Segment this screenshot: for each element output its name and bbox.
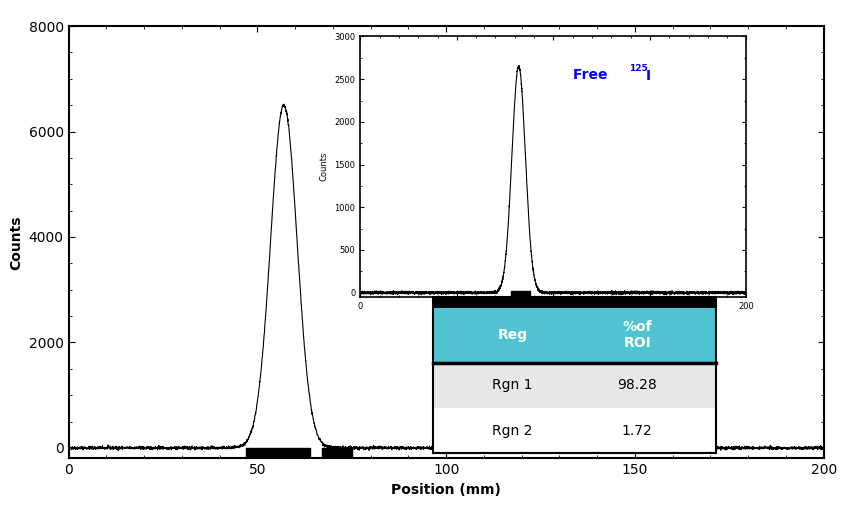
Text: %of
ROI: %of ROI [622,320,652,350]
Text: 125: 125 [629,64,648,73]
Y-axis label: Counts: Counts [9,215,23,269]
Text: Rgn 1: Rgn 1 [492,378,533,392]
Text: I: I [646,69,651,83]
Bar [433,363,716,408]
Text: 1.72: 1.72 [622,424,653,438]
Text: Free: Free [573,68,612,82]
Y-axis label: Counts: Counts [320,152,329,181]
Text: 98.28: 98.28 [617,378,657,392]
Text: Rgn 2: Rgn 2 [492,424,533,438]
X-axis label: Position (mm): Position (mm) [391,483,501,497]
Bar [433,308,716,363]
X-axis label: Position (mm): Position (mm) [524,316,583,326]
Bar [433,408,716,453]
Text: Reg: Reg [498,328,528,342]
Bar [433,297,716,308]
